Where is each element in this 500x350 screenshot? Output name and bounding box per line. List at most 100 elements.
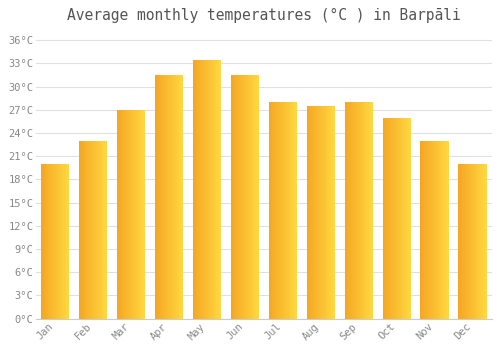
Bar <box>238 75 240 318</box>
Bar <box>216 60 218 318</box>
Bar <box>204 60 205 318</box>
Bar <box>41 164 42 318</box>
Bar <box>420 141 422 318</box>
Bar <box>427 141 428 318</box>
Bar <box>99 141 100 318</box>
Bar <box>174 75 175 318</box>
Bar <box>84 141 86 318</box>
Bar <box>55 164 56 318</box>
Bar <box>445 141 446 318</box>
Bar <box>88 141 90 318</box>
Bar <box>392 118 393 319</box>
Bar <box>62 164 63 318</box>
Bar <box>464 164 465 318</box>
Bar <box>295 102 296 318</box>
Bar <box>198 60 200 318</box>
Bar <box>276 102 278 318</box>
Bar <box>208 60 209 318</box>
Bar <box>372 102 373 318</box>
Bar <box>244 75 245 318</box>
Bar <box>172 75 173 318</box>
Bar <box>484 164 485 318</box>
Bar <box>252 75 254 318</box>
Bar <box>428 141 429 318</box>
Bar <box>93 141 94 318</box>
Bar <box>246 75 247 318</box>
Bar <box>285 102 286 318</box>
Bar <box>470 164 471 318</box>
Bar <box>294 102 296 318</box>
Bar <box>158 75 160 318</box>
Bar <box>478 164 480 318</box>
Bar <box>446 141 447 318</box>
Bar <box>485 164 486 318</box>
Bar <box>180 75 182 318</box>
Bar <box>431 141 432 318</box>
Bar <box>321 106 322 318</box>
Bar <box>135 110 136 318</box>
Bar <box>360 102 361 318</box>
Bar <box>241 75 242 318</box>
Bar <box>240 75 241 318</box>
Bar <box>104 141 106 318</box>
Bar <box>134 110 135 318</box>
Bar <box>46 164 48 318</box>
Bar <box>239 75 240 318</box>
Bar <box>48 164 50 318</box>
Bar <box>462 164 464 318</box>
Bar <box>326 106 328 318</box>
Bar <box>315 106 316 318</box>
Bar <box>472 164 473 318</box>
Bar <box>409 118 410 319</box>
Bar <box>270 102 272 318</box>
Bar <box>96 141 97 318</box>
Bar <box>176 75 178 318</box>
Bar <box>324 106 326 318</box>
Bar <box>438 141 440 318</box>
Bar <box>280 102 281 318</box>
Bar <box>410 118 411 319</box>
Bar <box>308 106 310 318</box>
Bar <box>234 75 236 318</box>
Bar <box>465 164 466 318</box>
Bar <box>467 164 468 318</box>
Bar <box>348 102 350 318</box>
Bar <box>42 164 43 318</box>
Bar <box>408 118 409 319</box>
Bar <box>58 164 59 318</box>
Bar <box>334 106 335 318</box>
Bar <box>393 118 394 319</box>
Bar <box>268 102 270 318</box>
Bar <box>98 141 99 318</box>
Bar <box>296 102 297 318</box>
Bar <box>91 141 92 318</box>
Bar <box>384 118 386 319</box>
Bar <box>364 102 366 318</box>
Bar <box>314 106 315 318</box>
Bar <box>400 118 402 319</box>
Bar <box>248 75 250 318</box>
Title: Average monthly temperatures (°C ) in Barpāli: Average monthly temperatures (°C ) in Ba… <box>67 8 461 23</box>
Bar <box>468 164 469 318</box>
Bar <box>292 102 294 318</box>
Bar <box>196 60 198 318</box>
Bar <box>128 110 129 318</box>
Bar <box>406 118 407 319</box>
Bar <box>80 141 81 318</box>
Bar <box>79 141 80 318</box>
Bar <box>245 75 246 318</box>
Bar <box>474 164 476 318</box>
Bar <box>166 75 167 318</box>
Bar <box>250 75 252 318</box>
Bar <box>312 106 314 318</box>
Bar <box>92 141 93 318</box>
Bar <box>353 102 354 318</box>
Bar <box>351 102 352 318</box>
Bar <box>318 106 319 318</box>
Bar <box>434 141 435 318</box>
Bar <box>122 110 124 318</box>
Bar <box>313 106 314 318</box>
Bar <box>206 60 207 318</box>
Bar <box>138 110 140 318</box>
Bar <box>448 141 449 318</box>
